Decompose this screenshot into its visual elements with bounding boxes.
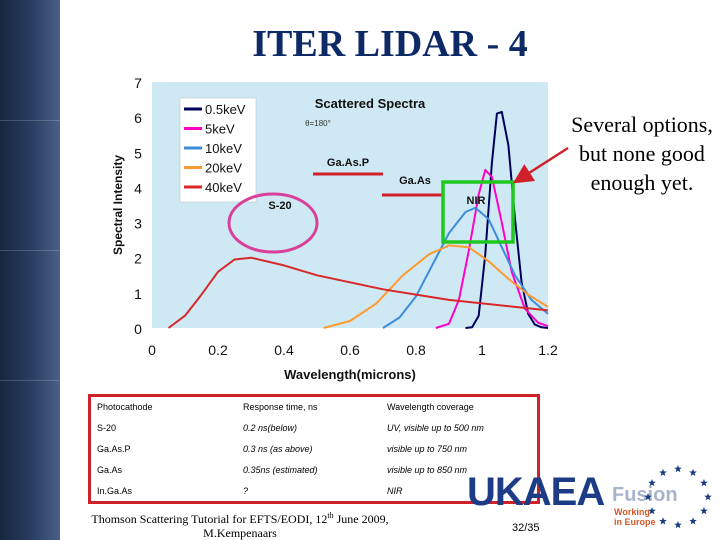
eu-star <box>704 493 712 501</box>
series-line-0.5keV <box>465 110 549 329</box>
label-nir: NIR <box>467 195 486 207</box>
eu-star <box>674 521 682 529</box>
cell-photocathode: Ga.As <box>97 465 123 475</box>
annotation-gaas: Ga.As <box>382 175 442 197</box>
legend-label: 0.5keV <box>205 102 246 117</box>
x-tick-label: 1 <box>478 342 486 358</box>
cell-photocathode: In.Ga.As <box>97 486 133 496</box>
cell-response: ? <box>243 486 249 496</box>
label-gaasp: Ga.As.P <box>327 157 369 169</box>
eu-star <box>659 468 667 476</box>
cell-response: 0.2 ns(below) <box>243 423 298 433</box>
y-axis-label: Spectral Intensity <box>111 155 125 255</box>
footer-line1-end: June 2009, <box>333 512 389 526</box>
eu-star <box>689 468 697 476</box>
page-number: 32/35 <box>512 522 540 534</box>
table-row: Ga.As.P 0.3 ns (as above) visible up to … <box>91 444 537 460</box>
cell-wavelength: NIR <box>387 486 403 496</box>
x-tick-label: 1.2 <box>538 342 558 358</box>
series-line-20keV <box>323 244 549 329</box>
footer-line2: M.Kempenaars <box>203 526 277 540</box>
series-line-10keV <box>382 206 549 329</box>
y-tick-label: 6 <box>134 110 142 126</box>
fusion-tagline: Working in Europe <box>614 507 656 527</box>
label-gaas: Ga.As <box>399 175 431 187</box>
eu-star <box>700 507 708 515</box>
legend-label: 5keV <box>205 122 235 137</box>
header-wavelength: Wavelength coverage <box>387 402 474 412</box>
y-tick-label: 4 <box>134 180 142 196</box>
eu-star <box>659 517 667 525</box>
fusion-logo-text: Fusion <box>612 484 678 506</box>
eu-star <box>644 493 652 501</box>
table-header-row: Photocathode Response time, ns Wavelengt… <box>91 402 537 418</box>
chart-title: Scattered Spectra <box>315 96 426 111</box>
x-tick-label: 0 <box>148 342 156 358</box>
x-tick-label: 0.6 <box>340 342 360 358</box>
series-line-5keV <box>435 168 549 329</box>
y-tick-label: 0 <box>134 321 142 337</box>
photocathode-table: Photocathode Response time, ns Wavelengt… <box>88 394 540 504</box>
eu-star <box>700 479 708 487</box>
pointer-arrow <box>512 146 569 184</box>
header-photocathode: Photocathode <box>97 402 153 412</box>
footer-citation: Thomson Scattering Tutorial for EFTS/EOD… <box>80 509 400 540</box>
cell-wavelength: visible up to 750 nm <box>387 444 468 454</box>
annotation-s20: S-20 <box>227 192 319 254</box>
annotation-nir: NIR <box>441 180 515 244</box>
ukaea-logo: UKAEA <box>467 470 605 514</box>
table-row: S-20 0.2 ns(below) UV, visible up to 500… <box>91 423 537 439</box>
legend: 0.5keV 5keV 10keV 20keV 40keV <box>179 97 257 203</box>
sidebar-band <box>0 0 60 540</box>
y-tick-label: 5 <box>134 145 142 161</box>
slide-title: ITER LIDAR - 4 <box>252 23 528 65</box>
legend-label: 10keV <box>205 141 242 156</box>
chart-subtitle: θ=180° <box>305 119 331 128</box>
tagline-line2: in Europe <box>614 517 656 527</box>
x-tick-label: 0.8 <box>406 342 426 358</box>
cell-photocathode: S-20 <box>97 423 117 433</box>
y-tick-label: 1 <box>134 286 142 302</box>
legend-label: 20keV <box>205 161 242 176</box>
annotation-gaasp: Ga.As.P <box>313 157 383 176</box>
x-tick-label: 0.4 <box>274 342 294 358</box>
eu-star <box>648 479 656 487</box>
eu-stars-icon <box>644 465 712 529</box>
footer-line1: Thomson Scattering Tutorial for EFTS/EOD… <box>91 512 328 526</box>
header-response: Response time, ns <box>243 402 318 412</box>
y-tick-label: 2 <box>134 251 142 267</box>
footer-sup: th <box>327 511 334 520</box>
label-s20: S-20 <box>268 200 291 212</box>
cell-wavelength: visible up to 850 nm <box>387 465 468 475</box>
eu-star <box>689 517 697 525</box>
cell-photocathode: Ga.As.P <box>97 444 131 454</box>
x-axis-label: Wavelength(microns) <box>284 367 416 382</box>
cell-response: 0.35ns (estimated) <box>243 465 318 475</box>
table-row: Ga.As 0.35ns (estimated) visible up to 8… <box>91 465 537 481</box>
legend-label: 40keV <box>205 180 242 195</box>
tagline-line1: Working <box>614 507 650 517</box>
series-line-40keV <box>167 256 549 329</box>
x-tick-label: 0.2 <box>208 342 228 358</box>
cell-response: 0.3 ns (as above) <box>243 444 313 454</box>
eu-star <box>674 465 682 473</box>
eu-star <box>648 507 656 515</box>
y-tick-label: 7 <box>134 75 142 91</box>
side-note: Several options, but none good enough ye… <box>571 112 713 195</box>
y-tick-label: 3 <box>134 216 142 232</box>
table-row: In.Ga.As ? NIR <box>91 486 537 502</box>
cell-wavelength: UV, visible up to 500 nm <box>387 423 484 433</box>
